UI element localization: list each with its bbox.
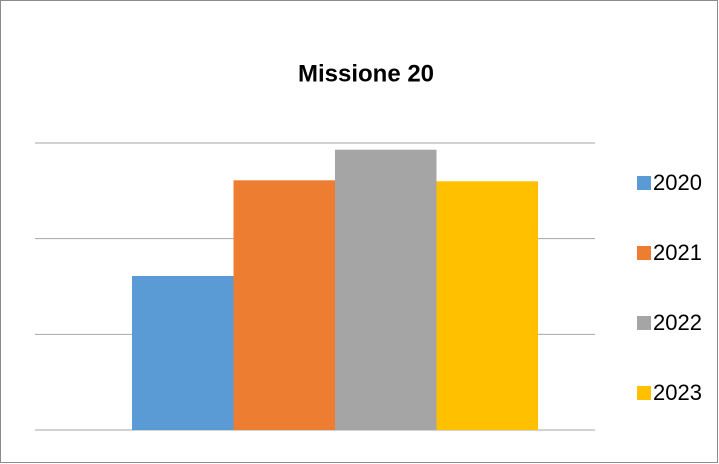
legend-swatch	[637, 316, 651, 330]
chart-title: Missione 20	[298, 60, 434, 87]
legend-label: 2023	[653, 380, 702, 405]
bar	[436, 181, 538, 430]
legend-label: 2022	[653, 310, 702, 335]
legend-swatch	[637, 176, 651, 190]
legend-swatch	[637, 386, 651, 400]
bar	[335, 149, 437, 431]
legend-label: 2020	[653, 170, 702, 195]
bar	[132, 275, 234, 430]
bar	[233, 180, 335, 430]
legend-swatch	[637, 246, 651, 260]
legend-label: 2021	[653, 240, 702, 265]
